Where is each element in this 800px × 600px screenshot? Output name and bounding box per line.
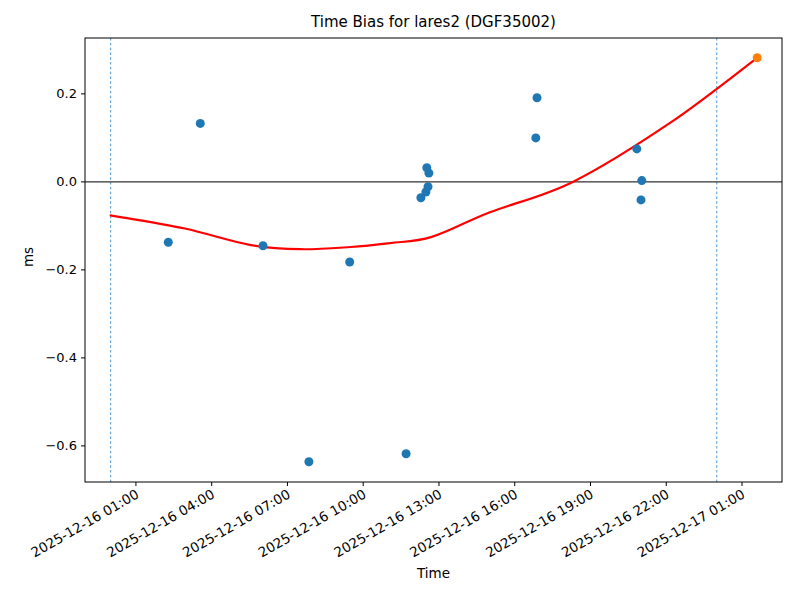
y-tick-label: −0.4 (45, 350, 77, 365)
plot-frame (85, 38, 782, 482)
data-point (196, 119, 205, 128)
data-point (164, 238, 173, 247)
data-point (531, 133, 540, 142)
y-tick-label: −0.6 (45, 438, 77, 453)
data-point (637, 176, 646, 185)
y-axis-label: ms (20, 237, 36, 277)
x-axis-label: Time (85, 565, 782, 581)
data-point (402, 449, 411, 458)
data-point (345, 258, 354, 267)
data-point (637, 195, 646, 204)
latest-data-point (753, 53, 762, 62)
data-point (304, 457, 313, 466)
y-tick-label: 0.0 (56, 174, 77, 189)
y-tick-label: −0.2 (45, 262, 77, 277)
y-tick-label: 0.2 (56, 86, 77, 101)
plot-canvas: 2025-12-16 01:002025-12-16 04:002025-12-… (0, 0, 800, 600)
data-point (259, 241, 268, 250)
figure: Time Bias for lares2 (DGF35002) 2025-12-… (0, 0, 800, 600)
data-point (533, 93, 542, 102)
fit-curve (111, 58, 758, 249)
data-point (424, 169, 433, 178)
data-point (424, 182, 433, 191)
data-point (632, 144, 641, 153)
